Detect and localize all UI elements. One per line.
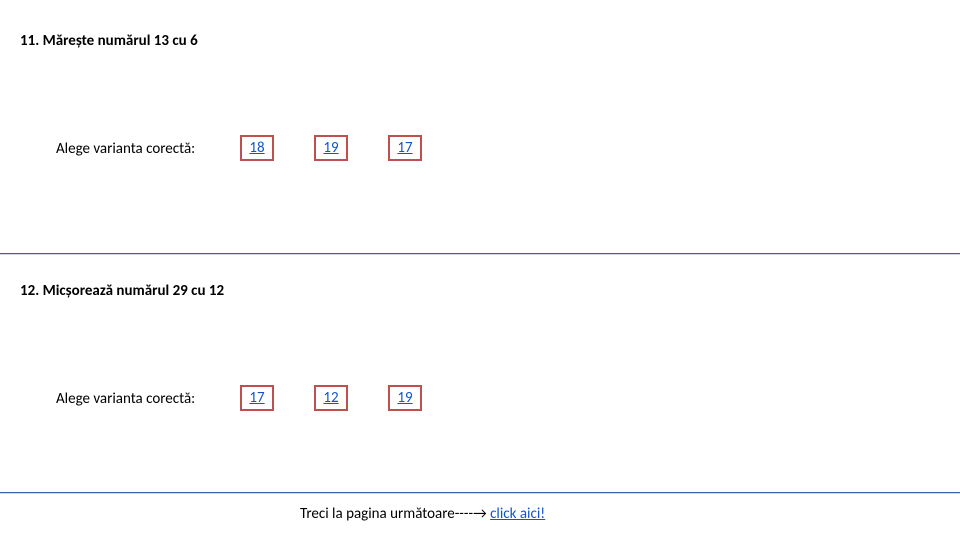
next-page-link[interactable]: click aici! (490, 505, 545, 523)
divider-2 (0, 492, 960, 493)
question-12-prompt: Alege varianta corectă: (56, 390, 195, 408)
q11-option-3[interactable]: 17 (388, 135, 422, 161)
footer-prefix: Treci la pagina următoare---- (300, 505, 473, 523)
question-11-options: 18 19 17 (240, 135, 422, 161)
q12-option-2[interactable]: 12 (314, 385, 348, 411)
footer-nav: Treci la pagina următoare----→ click aic… (300, 505, 545, 523)
question-12-options: 17 12 19 (240, 385, 422, 411)
q11-option-1[interactable]: 18 (240, 135, 274, 161)
q11-option-2[interactable]: 19 (314, 135, 348, 161)
divider-1 (0, 253, 960, 254)
q12-option-3[interactable]: 19 (388, 385, 422, 411)
arrow-icon: → (473, 505, 487, 523)
question-11-prompt: Alege varianta corectă: (56, 140, 195, 158)
question-11-title: 11. Mărește numărul 13 cu 6 (20, 32, 198, 50)
question-12-title: 12. Micșorează numărul 29 cu 12 (20, 282, 224, 300)
q12-option-1[interactable]: 17 (240, 385, 274, 411)
